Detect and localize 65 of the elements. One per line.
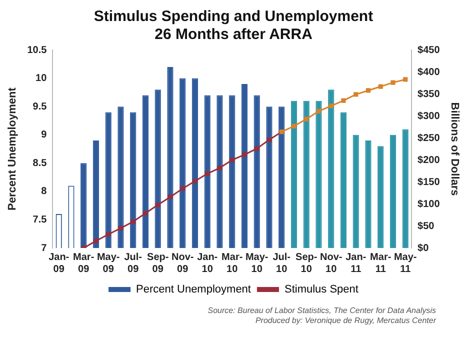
x-tick-label: Jan-11 [346,252,366,275]
x-tick-label: Jan-09 [48,252,70,275]
point [130,219,136,224]
point [366,88,371,93]
x-tick-label: May-10 [245,252,268,275]
y2-tick-label: $100 [418,198,440,210]
point [94,238,98,244]
point [205,171,210,176]
point [118,226,124,231]
point [106,232,111,237]
y2-tick-label: $0 [418,242,430,254]
y2-tick-label: $350 [418,88,440,100]
point [354,92,358,97]
point [304,116,309,122]
point [180,186,185,191]
y-tick-label: 8 [41,186,48,198]
x-tick-label: Jul-09 [124,252,142,275]
x-tick-label: Mar-10 [222,252,243,275]
x-tick-label: May-11 [394,252,417,275]
x-tick-label: Mar-09 [73,252,94,275]
point [217,166,222,170]
y-tick-label: 10.5 [27,44,48,56]
x-tick-label: Jul-10 [272,252,290,275]
point [242,152,247,158]
point [341,98,346,103]
y-tick-label: 10 [36,73,48,84]
x-tick-label: Nov-10 [320,252,342,275]
point [156,202,160,208]
point [143,210,148,216]
y2-tick-label: $300 [418,110,440,122]
y-tick-label: 9.5 [32,101,48,112]
x-tick-label: Sep-10 [296,252,318,275]
y2-tick-label: $400 [418,66,440,78]
point [192,178,198,184]
point [230,158,234,162]
point [328,104,334,108]
x-tick-label: Mar-11 [370,252,392,275]
source-note: Source: Bureau of Labor Statistics, The Center for Data Analysis [208,306,436,315]
y-tick-label: 7 [41,242,48,254]
point [316,108,322,114]
point [292,124,296,128]
y-axis-title: Percent Unemployment [6,87,19,210]
point [390,80,396,85]
point [378,84,383,89]
y2-tick-label: $150 [418,176,440,188]
x-tick-label: Sep-09 [147,252,169,275]
y-tick-label: 7.5 [32,214,48,226]
point [168,194,173,200]
point [403,77,408,82]
chart-title: Stimulus Spending and Unemployment 26 Months after ARRA [94,8,374,44]
y2-tick-label: $250 [418,132,440,144]
y2-tick-label: $200 [418,154,440,166]
text: Produced by: Veronique de Rugy, Mercatus Center [255,316,436,325]
x-tick-label: May-09 [96,252,120,275]
legend-label: Stimulus Spent [284,284,358,296]
point [254,146,260,151]
x-tick-label: Jan-10 [197,252,218,275]
y-tick-label: 9 [41,130,48,141]
legend-label: Percent Unemployment [136,284,251,296]
point [266,137,272,142]
y2-axis-title: Billions of Dollars [448,102,460,196]
x-tick-label: Nov-09 [171,252,194,275]
y2-tick-label: $50 [418,220,435,232]
y-tick-label: 8.5 [32,158,48,169]
y2-tick-label: $450 [418,44,440,56]
